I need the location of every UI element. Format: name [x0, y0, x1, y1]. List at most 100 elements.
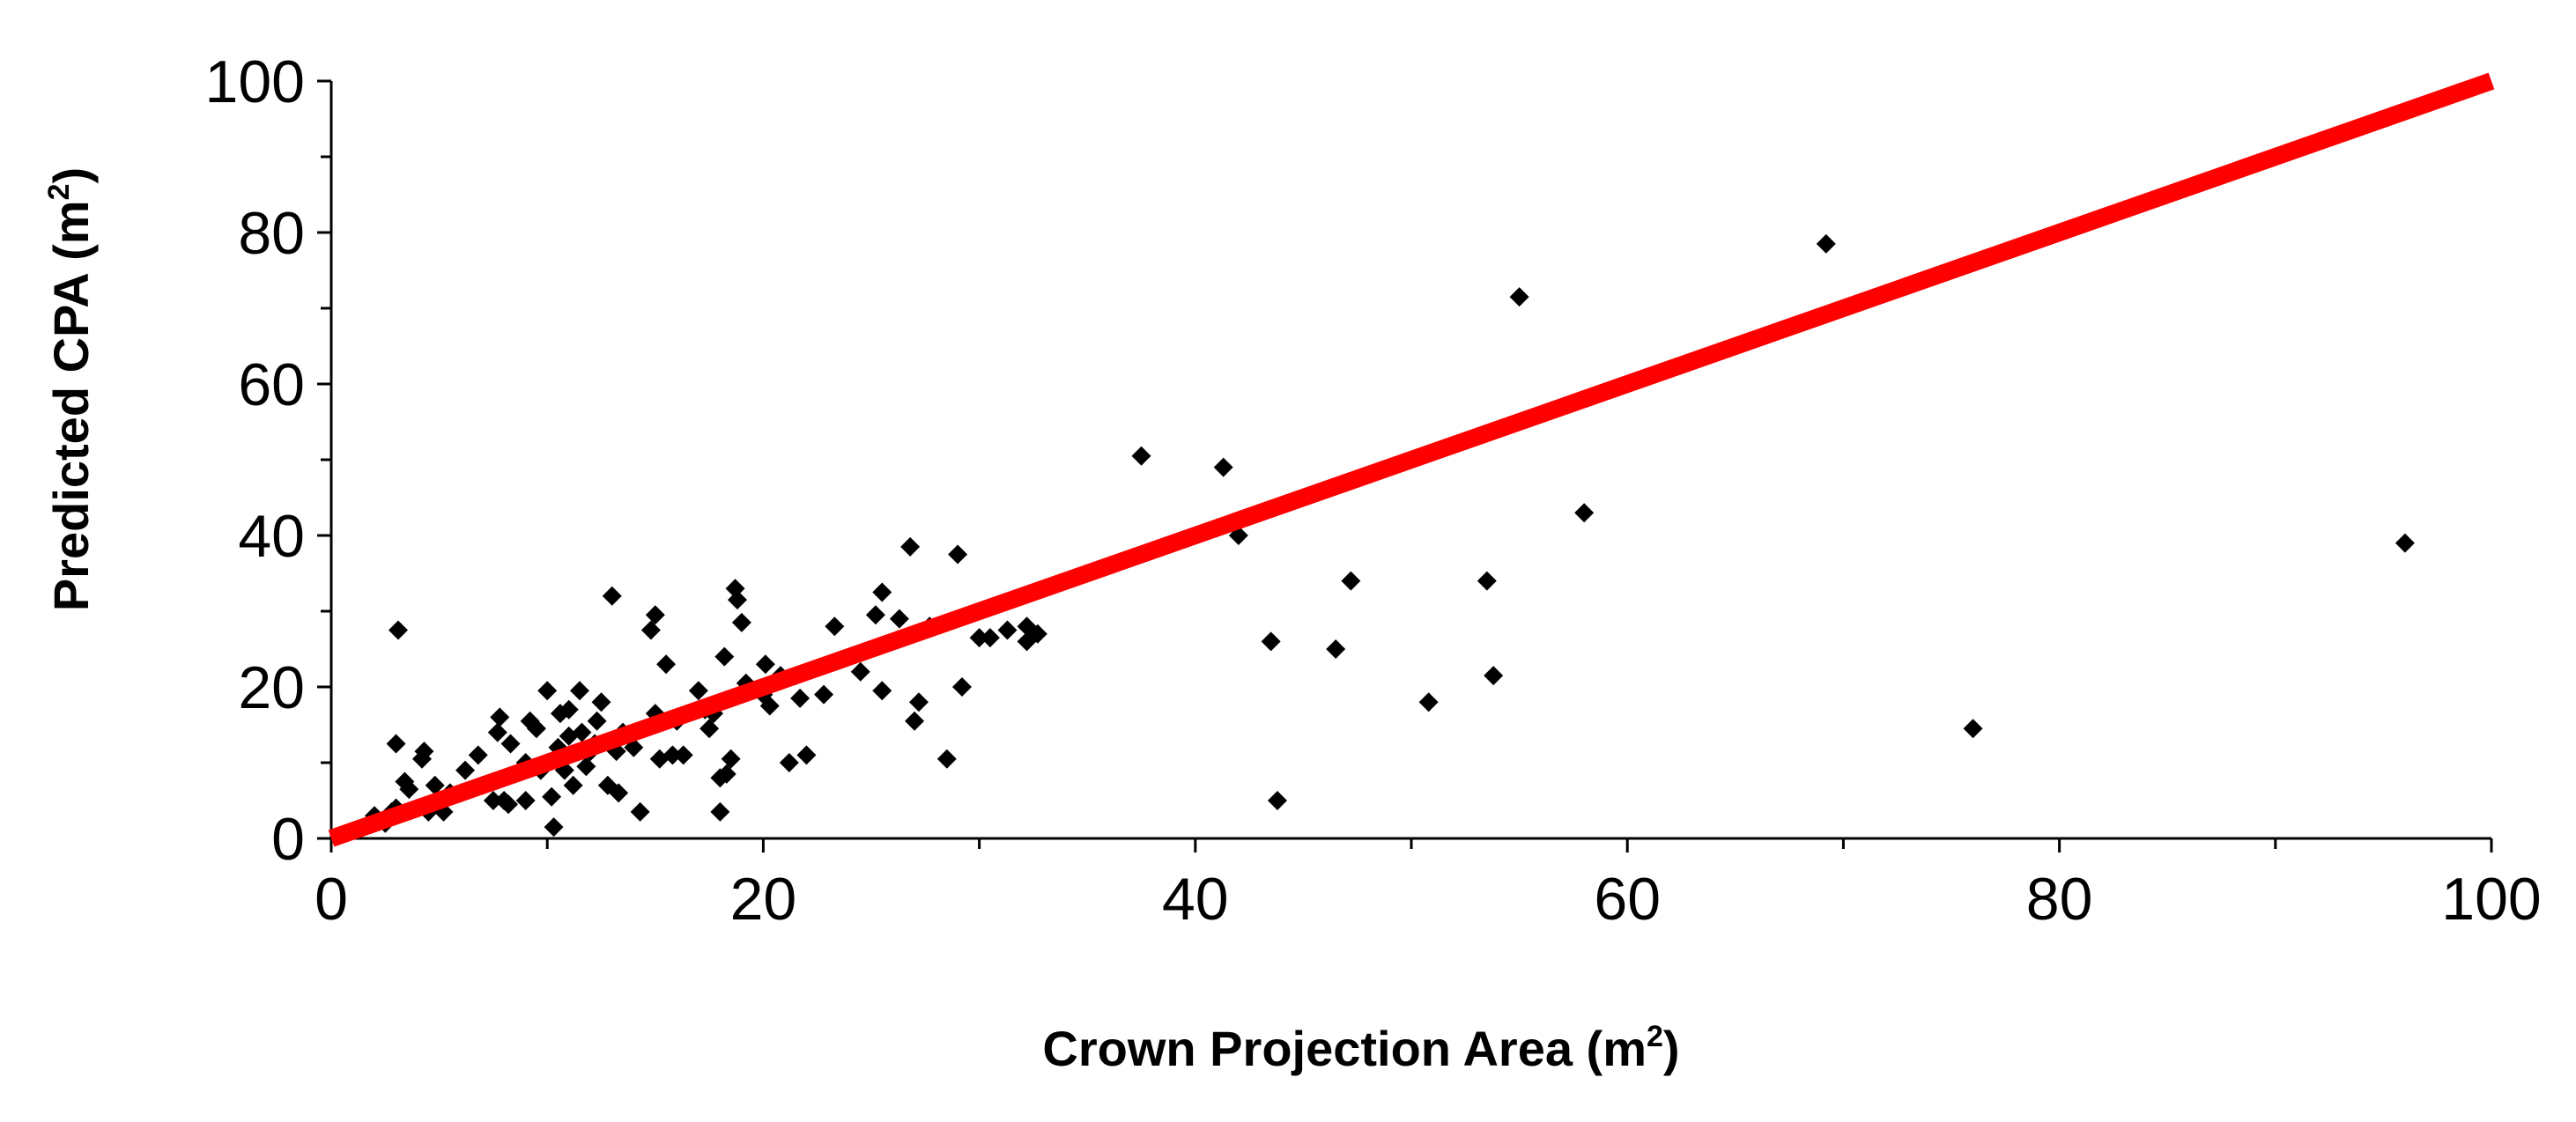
data-point: [542, 786, 562, 807]
y-tick-label: 80: [238, 200, 305, 267]
x-tick-label: 40: [1162, 866, 1229, 933]
data-point: [515, 791, 536, 810]
data-point: [2395, 533, 2415, 553]
y-tick-label: 100: [205, 48, 305, 115]
data-point: [656, 654, 677, 675]
y-tick-label: 40: [238, 503, 305, 570]
reference-line: [328, 72, 2495, 847]
data-point: [645, 605, 665, 625]
data-point: [1213, 457, 1233, 477]
data-point: [755, 654, 775, 675]
data-point: [716, 764, 737, 784]
x-tick-label: 20: [730, 866, 797, 933]
data-point: [825, 616, 845, 637]
data-point: [796, 745, 817, 765]
data-point: [908, 692, 929, 712]
data-point: [526, 719, 546, 739]
data-point: [969, 628, 989, 648]
data-point: [499, 794, 519, 815]
x-tick-label: 100: [2441, 866, 2541, 933]
data-point: [663, 745, 683, 765]
y-axis-title-superscript: 2: [42, 183, 76, 200]
data-point: [468, 745, 488, 765]
x-tick-label: 60: [1594, 866, 1661, 933]
x-axis-title: Crown Projection Area (m2): [1042, 1020, 1679, 1076]
data-point: [1963, 719, 1983, 739]
x-tick-label: 0: [315, 866, 348, 933]
data-point: [1477, 571, 1497, 591]
data-point: [1484, 666, 1504, 686]
data-point: [1816, 233, 1836, 254]
data-point: [905, 711, 925, 731]
data-point: [872, 681, 892, 701]
data-point: [576, 757, 596, 777]
data-point: [455, 760, 476, 780]
data-point: [483, 791, 503, 810]
data-point: [1027, 624, 1047, 644]
data-point: [790, 688, 811, 708]
x-axis-title-text: Crown Projection Area (m: [1042, 1021, 1647, 1076]
data-point: [563, 775, 583, 795]
data-point: [572, 722, 592, 742]
data-point: [414, 742, 434, 762]
data-point: [487, 722, 507, 742]
data-point: [602, 586, 622, 606]
y-axis-title-suffix: ): [43, 167, 99, 184]
data-point: [537, 681, 558, 701]
data-point: [727, 590, 747, 610]
data-point: [936, 749, 957, 769]
data-point: [559, 699, 579, 720]
data-point: [779, 753, 799, 772]
x-tick-label: 80: [2026, 866, 2093, 933]
data-point: [1341, 571, 1361, 591]
data-point: [544, 817, 564, 838]
data-point: [731, 612, 751, 632]
data-point: [710, 801, 730, 822]
axes: [317, 79, 2493, 853]
data-point: [1131, 446, 1151, 466]
data-point: [951, 677, 972, 697]
data-point: [1574, 503, 1595, 523]
y-axis-title-text: Predicted CPA (m: [43, 200, 99, 611]
data-point: [980, 628, 1000, 648]
data-point: [889, 609, 909, 629]
data-point: [1418, 692, 1439, 712]
data-point: [900, 536, 921, 557]
y-tick-label: 0: [271, 806, 305, 873]
data-point: [814, 684, 834, 705]
data-point: [425, 775, 445, 795]
data-point: [865, 605, 885, 625]
y-tick-label: 20: [238, 654, 305, 721]
y-tick-label: 60: [238, 351, 305, 418]
data-point: [389, 620, 409, 640]
y-axis-title: Predicted CPA (m2): [42, 167, 99, 611]
data-point: [1267, 791, 1287, 810]
data-point: [997, 620, 1018, 640]
data-point: [1509, 287, 1529, 307]
data-point: [688, 681, 708, 701]
data-point: [630, 801, 650, 822]
data-point: [721, 749, 741, 769]
data-point: [850, 661, 870, 682]
data-point: [872, 582, 892, 602]
data-point: [569, 681, 589, 701]
data-point: [591, 692, 611, 712]
data-point: [500, 734, 521, 754]
data-point: [490, 707, 510, 727]
data-point: [700, 719, 720, 739]
x-axis-title-suffix: ): [1663, 1021, 1680, 1076]
data-point: [386, 734, 406, 754]
x-axis-tick-labels: 0 20 40 60 80 100: [315, 866, 2542, 933]
data-point: [587, 711, 607, 731]
data-point: [399, 779, 419, 800]
x-axis-title-superscript: 2: [1647, 1020, 1663, 1053]
data-point: [714, 646, 735, 667]
data-points: [365, 233, 2415, 838]
data-point: [609, 783, 629, 803]
data-point: [640, 620, 661, 640]
data-point: [948, 544, 968, 565]
data-point: [759, 696, 780, 716]
y-axis-tick-labels: 0 20 40 60 80 100: [205, 48, 305, 873]
data-point: [673, 745, 693, 765]
